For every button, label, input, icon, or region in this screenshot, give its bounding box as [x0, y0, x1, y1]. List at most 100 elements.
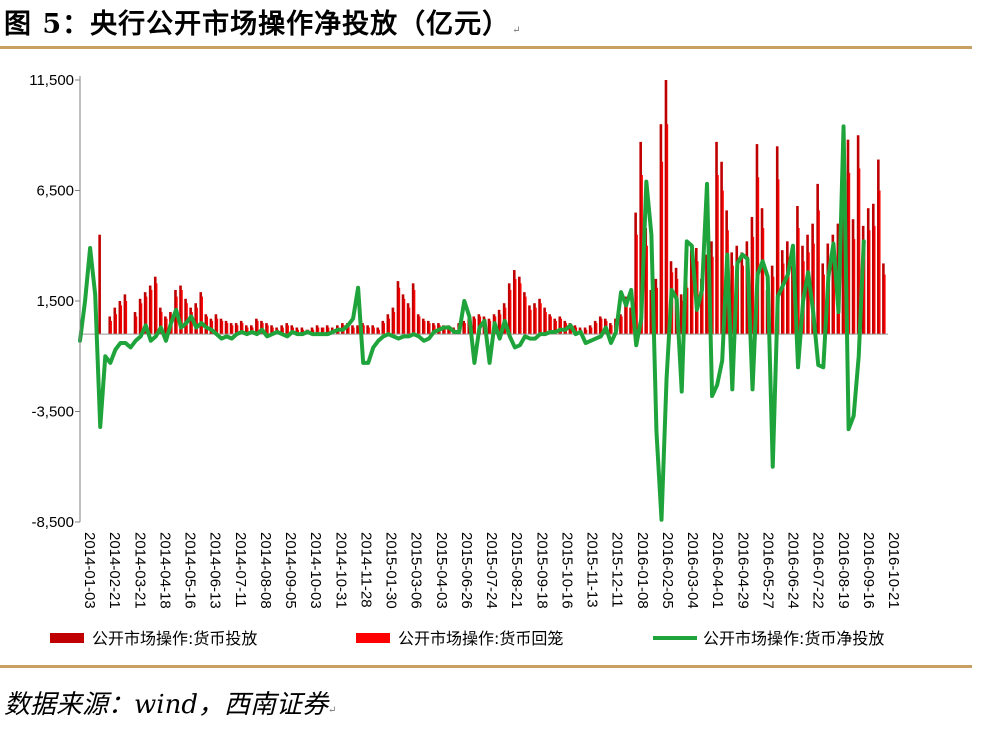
withdrawal-bar: [732, 265, 734, 335]
issuance-bar: [821, 263, 825, 335]
withdrawal-bar: [661, 161, 664, 335]
issuance-bar: [791, 265, 794, 335]
withdrawal-bar: [868, 230, 871, 335]
withdrawal-bar: [226, 323, 229, 335]
issuance-bar: [209, 318, 213, 335]
withdrawal-bar: [858, 168, 861, 335]
withdrawal-bar: [312, 329, 315, 335]
x-tick-label: 2016-02-05: [659, 532, 676, 609]
issuance-bar: [644, 228, 648, 335]
withdrawal-bar: [155, 283, 158, 335]
chart-title: 图 5：央行公开市场操作净投放（亿元） ↵: [4, 2, 522, 41]
issuance-legend-swatch: [50, 633, 84, 643]
withdrawal-bar: [267, 325, 269, 335]
issuance-bar: [396, 281, 400, 335]
issuance-bar: [851, 219, 855, 335]
x-tick-label: 2014-08-08: [257, 532, 274, 609]
withdrawal-bar: [514, 278, 517, 335]
withdrawal-bar: [646, 245, 648, 335]
withdrawal-bar: [125, 301, 128, 335]
chart-title-text: 图 5：央行公开市场操作净投放（亿元）: [4, 9, 511, 40]
withdrawal-bar: [722, 190, 724, 335]
withdrawal-bar: [752, 236, 755, 335]
issuance-bar: [801, 245, 804, 335]
withdrawal-bar: [287, 325, 289, 335]
x-tick-label: 2016-10-21: [885, 532, 902, 609]
withdrawal-bar: [474, 318, 477, 335]
withdrawal-bar: [555, 320, 557, 335]
withdrawal-bar: [145, 296, 148, 335]
issuance-bar: [846, 139, 850, 335]
issuance-bar: [371, 325, 374, 335]
withdrawal-bar: [772, 276, 775, 335]
issuance-bar: [214, 314, 218, 335]
withdrawal-bar: [246, 327, 249, 335]
withdrawal-bar: [621, 316, 623, 335]
issuance-bar: [290, 325, 294, 335]
withdrawal-bar: [282, 327, 284, 335]
issuance-bar: [796, 205, 799, 335]
withdrawal-bar: [327, 327, 330, 335]
x-tick-label: 2014-03-21: [131, 532, 148, 609]
withdrawal-bar: [701, 287, 704, 335]
x-tick-label: 2015-09-18: [533, 532, 550, 609]
issuance-bar: [406, 303, 410, 335]
issuance-bar: [285, 323, 289, 335]
header-rule: [0, 46, 972, 49]
withdrawal-bar: [787, 256, 790, 335]
withdrawal-bar: [712, 256, 714, 335]
withdrawal-bar: [110, 320, 112, 335]
issuance-bar: [300, 327, 304, 335]
issuance-bar: [715, 141, 718, 335]
issuance-bar: [351, 325, 354, 335]
x-tick-label: 2014-07-11: [232, 532, 249, 608]
withdrawal-bar: [348, 325, 350, 335]
legend: 公开市场操作:货币投放 公开市场操作:货币回笼 公开市场操作:货币净投放: [50, 629, 884, 648]
withdrawal-bar: [626, 303, 628, 335]
issuance-bar: [164, 316, 167, 335]
withdrawal-bar: [590, 327, 593, 335]
withdrawal-bar: [181, 289, 183, 335]
issuance-bar: [730, 252, 733, 335]
withdrawal-bar: [418, 316, 421, 335]
withdrawal-bar: [398, 287, 401, 335]
issuance-bar: [583, 327, 587, 335]
issuance-bar: [502, 303, 506, 335]
issuance-bar: [260, 320, 263, 335]
withdrawal-bar: [737, 259, 739, 335]
withdrawal-bar: [231, 325, 234, 335]
issuance-bar: [239, 320, 243, 335]
issuance-bar: [689, 250, 693, 335]
withdrawal-bar: [757, 177, 760, 335]
issuance-bar: [563, 320, 567, 335]
issuance-bar: [376, 327, 380, 335]
y-tick-label: -8,500: [31, 514, 74, 531]
x-tick-label: 2014-11-28: [357, 532, 374, 608]
source-text: 数据来源：wind，西南证券: [4, 690, 328, 720]
issuance-bar: [356, 325, 359, 335]
withdrawal-bar: [600, 318, 603, 335]
issuance-bar: [497, 309, 501, 335]
withdrawal-bar: [196, 307, 198, 335]
issuance-bar: [224, 320, 228, 335]
issuance-bar: [265, 323, 268, 335]
withdrawal-bar: [353, 327, 355, 335]
withdrawal-bar: [393, 312, 396, 335]
issuance-bar: [421, 318, 425, 335]
withdrawal-bar: [777, 179, 780, 335]
withdrawal-bar: [322, 327, 325, 335]
x-tick-label: 2014-01-03: [81, 532, 98, 609]
withdrawal-bar: [742, 265, 745, 335]
withdrawal-bar: [221, 320, 224, 335]
x-axis: 2014-01-03 2014-02-21 2014-03-21 2014-04-18…: [81, 532, 902, 609]
issuance-bar: [543, 307, 546, 335]
issuance-bar: [882, 263, 885, 335]
withdrawal-bar: [762, 228, 765, 335]
issuance-bar: [194, 303, 197, 335]
withdrawal-bar: [373, 327, 375, 335]
x-tick-label: 2014-09-05: [282, 532, 299, 609]
issuance-bar: [634, 212, 637, 335]
withdrawal-bar: [428, 323, 431, 335]
withdrawal-bar: [818, 210, 820, 335]
issuance-bar: [816, 183, 819, 335]
